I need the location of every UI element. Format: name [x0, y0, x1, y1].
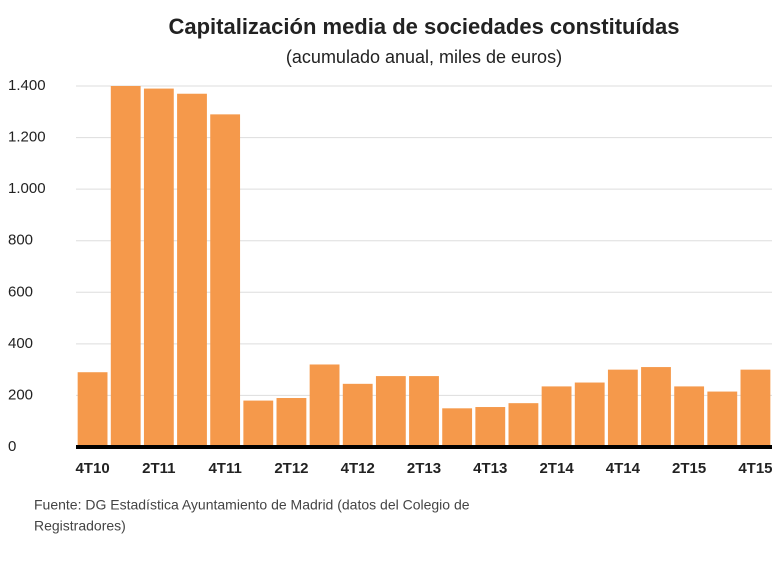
x-tick-label: 2T14 — [539, 460, 574, 477]
bar — [143, 88, 174, 447]
bar — [674, 386, 705, 447]
bar — [110, 86, 141, 447]
bar — [574, 382, 605, 447]
y-tick-label: 400 — [8, 335, 33, 352]
y-tick-label: 600 — [8, 283, 33, 300]
bar — [409, 376, 439, 447]
chart-subtitle: (acumulado anual, miles de euros) — [286, 47, 562, 67]
bar — [740, 369, 771, 447]
x-tick-label: 4T13 — [473, 460, 507, 477]
x-tick-label: 4T11 — [208, 460, 241, 477]
y-tick-label: 1.200 — [8, 129, 46, 146]
y-tick-label: 1.000 — [8, 180, 46, 197]
bar — [243, 400, 274, 447]
bar — [309, 364, 340, 447]
bar — [475, 407, 506, 447]
bar — [641, 367, 671, 447]
y-tick-label: 0 — [8, 438, 16, 455]
x-tick-label: 4T15 — [738, 460, 772, 477]
x-tick-label: 4T12 — [341, 460, 375, 477]
x-tick-label: 4T14 — [606, 460, 641, 477]
x-tick-label: 4T10 — [75, 460, 109, 477]
x-tick-label: 2T12 — [274, 460, 308, 477]
y-tick-label: 800 — [8, 232, 33, 249]
x-tick-label: 2T13 — [407, 460, 441, 477]
bar — [276, 398, 307, 447]
source: Fuente: DG Estadística Ayuntamiento de M… — [34, 497, 470, 513]
bar — [607, 369, 638, 447]
bar — [375, 376, 406, 447]
bar — [210, 114, 241, 447]
x-tick-label: 2T11 — [142, 460, 175, 477]
y-tick-label: 200 — [8, 386, 33, 403]
bar — [442, 408, 473, 447]
bar — [541, 386, 572, 447]
source: Registradores) — [34, 518, 126, 534]
bar — [77, 372, 108, 447]
bar — [508, 403, 539, 447]
chart-title: Capitalización media de sociedades const… — [168, 14, 679, 39]
x-tick-label: 2T15 — [672, 460, 706, 477]
bar — [177, 93, 207, 447]
bar — [342, 383, 373, 447]
y-tick-label: 1.400 — [8, 77, 46, 94]
bar — [707, 391, 738, 447]
